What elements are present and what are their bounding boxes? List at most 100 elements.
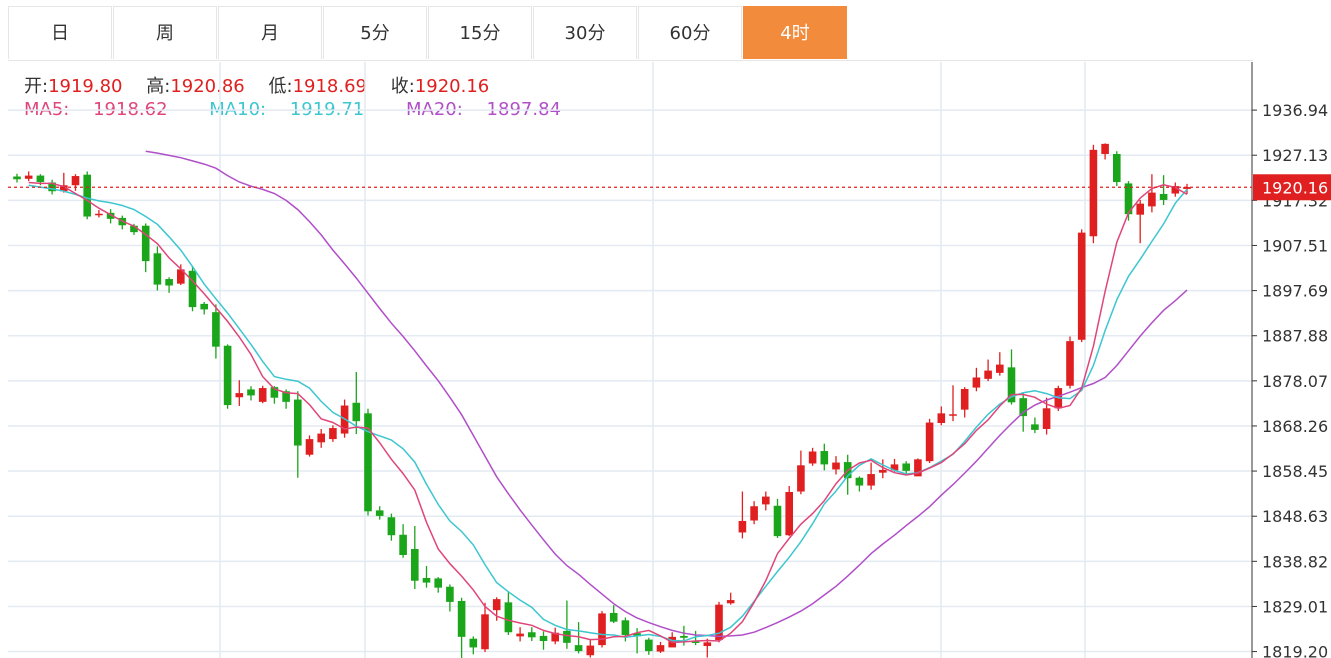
- candle-body: [60, 185, 68, 192]
- candle-body: [36, 175, 45, 183]
- candle-body: [504, 602, 513, 633]
- y-tick-label: 1819.20: [1262, 643, 1328, 658]
- candle-body: [258, 388, 267, 402]
- candle: [972, 367, 981, 392]
- candle-body: [434, 578, 442, 588]
- candle-body: [223, 345, 232, 406]
- candle-body: [1066, 341, 1074, 386]
- candle-body: [609, 612, 618, 622]
- tab-period-4[interactable]: 15分: [428, 6, 532, 59]
- candle-body: [71, 176, 80, 186]
- high-label: 高:: [146, 76, 171, 97]
- candle-body: [1077, 232, 1086, 340]
- candle: [200, 302, 208, 315]
- close-value: 1920.16: [414, 76, 490, 97]
- tab-period-1[interactable]: 周: [113, 6, 217, 59]
- candle: [481, 602, 489, 653]
- candle: [411, 526, 419, 590]
- candle-body: [773, 505, 782, 537]
- candle: [738, 491, 747, 539]
- candle-body: [83, 174, 91, 217]
- candle-body: [820, 451, 829, 465]
- candle-body: [141, 225, 150, 262]
- tab-period-3[interactable]: 5分: [323, 6, 427, 59]
- tab-period-5[interactable]: 30分: [533, 6, 637, 59]
- candle: [820, 443, 829, 471]
- candle: [1148, 174, 1156, 213]
- tab-period-2[interactable]: 月: [218, 6, 322, 59]
- candle-body: [446, 586, 454, 602]
- candle-body: [1101, 143, 1109, 154]
- candle: [329, 425, 337, 442]
- candle: [1089, 144, 1098, 244]
- ohlc-readout: 开:1919.80 高:1920.86 低:1918.69 收:1920.16: [24, 72, 507, 98]
- y-tick-label: 1927.13: [1262, 146, 1328, 165]
- candle: [1031, 417, 1039, 434]
- candle: [212, 304, 220, 359]
- candle-body: [165, 279, 173, 286]
- y-tick-label: 1878.07: [1262, 372, 1328, 391]
- candle: [785, 486, 793, 537]
- candle: [656, 641, 665, 653]
- candle-body: [411, 549, 419, 581]
- candle-body: [715, 604, 723, 641]
- candles: [13, 143, 1191, 658]
- candle: [434, 577, 442, 593]
- tab-period-6[interactable]: 60分: [638, 6, 742, 59]
- candle-body: [1042, 408, 1051, 429]
- candle: [71, 174, 80, 191]
- candle: [808, 447, 817, 466]
- candle-body: [586, 645, 595, 656]
- candle-body: [270, 387, 279, 398]
- candle-body: [633, 633, 641, 637]
- candle: [422, 566, 431, 588]
- tab-period-7[interactable]: 4时: [743, 6, 847, 59]
- candle-body: [563, 630, 571, 643]
- candle: [984, 359, 992, 382]
- candle-body: [738, 520, 747, 533]
- candle-body: [937, 413, 946, 424]
- candle-body: [188, 270, 197, 308]
- candle: [24, 171, 33, 182]
- candle: [1136, 199, 1144, 244]
- candle: [762, 491, 770, 511]
- ma20-line: [145, 150, 1188, 638]
- candle-body: [153, 253, 162, 285]
- candle-body: [422, 577, 431, 583]
- candle-body: [375, 510, 384, 516]
- candle-body: [364, 413, 372, 512]
- y-tick-label: 1829.01: [1262, 597, 1328, 616]
- candle-body: [1089, 149, 1098, 237]
- ma5-line: [28, 181, 1188, 644]
- candle-body: [528, 632, 536, 638]
- candle: [563, 600, 571, 649]
- candle: [258, 385, 267, 404]
- candle: [516, 627, 524, 642]
- candle-body: [1159, 193, 1168, 200]
- candle-body: [680, 635, 688, 638]
- candle-body: [1148, 192, 1156, 207]
- candle-body: [352, 402, 361, 422]
- candle: [223, 344, 232, 409]
- candle-body: [574, 645, 583, 652]
- candle: [574, 622, 583, 654]
- candle: [855, 476, 864, 492]
- candle-body: [516, 633, 524, 637]
- candle-body: [1171, 186, 1180, 194]
- candle: [387, 513, 396, 541]
- candle-body: [1136, 203, 1144, 215]
- candle: [504, 592, 513, 636]
- y-tick-label: 1848.63: [1262, 507, 1328, 526]
- y-tick-label: 1868.26: [1262, 417, 1328, 436]
- candle-body: [972, 377, 981, 388]
- tab-period-0[interactable]: 日: [8, 6, 112, 59]
- candle-body: [329, 428, 337, 440]
- period-tabs: 日周月 5分 15分 30分 60分 4时: [8, 6, 1253, 61]
- candle: [773, 498, 782, 538]
- candle: [95, 210, 103, 218]
- candle: [750, 501, 758, 525]
- low-label: 低:: [268, 76, 293, 97]
- candle-body: [750, 506, 758, 521]
- candle: [1077, 229, 1086, 343]
- candle: [598, 611, 606, 648]
